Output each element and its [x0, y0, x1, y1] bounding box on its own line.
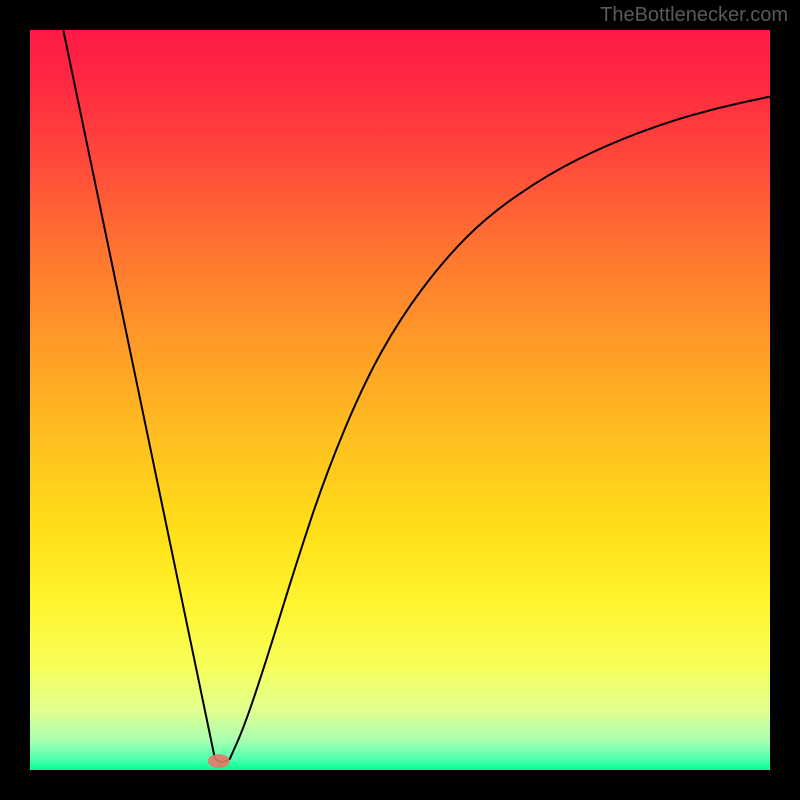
bottleneck-chart	[30, 30, 770, 770]
curve-overlay	[30, 30, 770, 770]
optimal-point-marker	[208, 754, 230, 768]
bottleneck-curve	[63, 30, 770, 763]
watermark-text: TheBottlenecker.com	[600, 4, 788, 27]
